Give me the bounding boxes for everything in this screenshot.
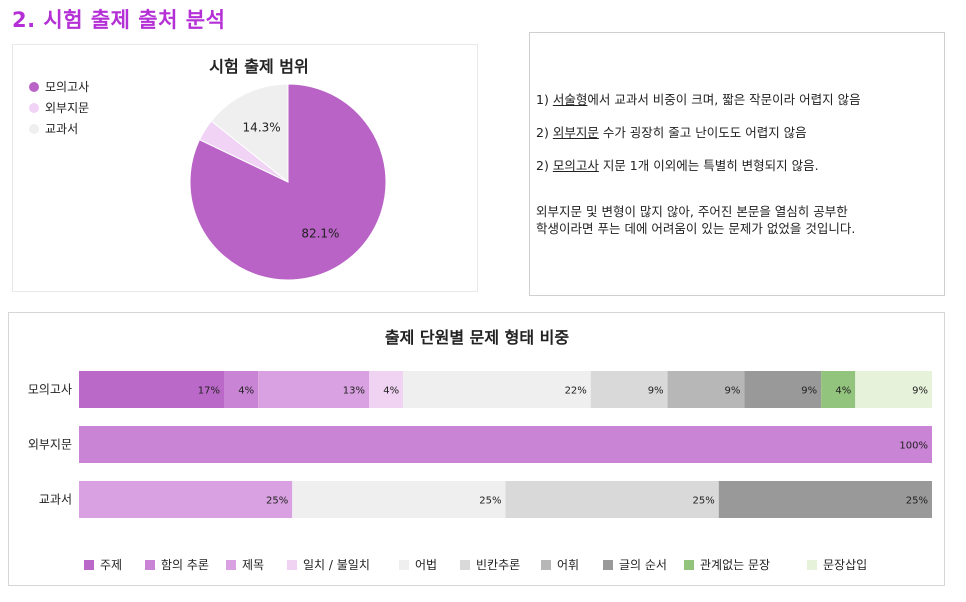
- pie-data-label-2: 14.3%: [243, 120, 281, 134]
- note-3-text: 지문 1개 이외에는 특별히 변형되지 않음.: [598, 158, 819, 173]
- bar-data-label-0-7: 9%: [801, 386, 817, 397]
- bar-category-label-2: 교과서: [39, 493, 72, 507]
- bar-legend-swatch-0: [84, 560, 94, 570]
- bar-legend-label-2: 제목: [242, 558, 264, 572]
- bar-segment-2-5: [505, 481, 719, 518]
- bar-legend-label-1: 함의 추론: [161, 558, 209, 572]
- bar-data-label-0-6: 9%: [724, 386, 740, 397]
- summary-line-2: 학생이라면 푸는 데에 어려움이 있는 문제가 없었을 것입니다.: [536, 221, 856, 236]
- bar-segment-0-5: [590, 371, 668, 408]
- bar-segment-0-8: [821, 371, 856, 408]
- bar-data-label-0-4: 22%: [565, 386, 587, 397]
- bar-data-label-0-8: 4%: [835, 386, 851, 397]
- bar-segment-0-0: [79, 371, 225, 408]
- bar-segment-0-7: [744, 371, 822, 408]
- bar-segment-0-2: [258, 371, 370, 408]
- bar-segment-2-7: [718, 481, 932, 518]
- bar-data-label-0-2: 13%: [343, 386, 365, 397]
- note-1-keyword: 서술형: [552, 92, 588, 107]
- bar-legend-swatch-3: [287, 560, 297, 570]
- bar-data-label-1-1: 100%: [899, 441, 928, 452]
- summary-line-1: 외부지문 및 변형이 많지 않아, 주어진 본문을 열심히 공부한: [536, 204, 848, 219]
- bar-category-label-1: 외부지문: [28, 438, 72, 452]
- bar-category-label-0: 모의고사: [28, 383, 72, 397]
- bar-data-label-0-0: 17%: [198, 386, 220, 397]
- bar-legend-label-0: 주제: [100, 558, 122, 572]
- note-3: 2) 모의고사 지문 1개 이외에는 특별히 변형되지 않음.: [536, 155, 819, 174]
- bar-legend-swatch-9: [807, 560, 817, 570]
- bar-data-label-0-1: 4%: [238, 386, 254, 397]
- pie-legend-swatch-1: [29, 103, 39, 113]
- bar-segment-1-1: [79, 426, 932, 463]
- bar-legend-swatch-2: [226, 560, 236, 570]
- bar-chart-title: 출제 단원별 문제 형태 비중: [385, 328, 569, 347]
- bar-data-label-2-2: 25%: [266, 496, 288, 507]
- bar-data-label-2-7: 25%: [906, 496, 928, 507]
- bar-legend-label-6: 어휘: [557, 558, 579, 572]
- note-2-number: 2): [536, 125, 549, 140]
- bar-data-label-2-4: 25%: [479, 496, 501, 507]
- note-3-keyword: 모의고사: [552, 158, 599, 173]
- bar-legend-label-9: 문장삽입: [823, 558, 867, 572]
- pie-legend-swatch-0: [29, 82, 39, 92]
- bar-segment-0-1: [224, 371, 259, 408]
- page-heading: 2. 시험 출제 출처 분석: [12, 8, 226, 32]
- bar-segment-0-9: [855, 371, 932, 408]
- bar-segment-2-2: [79, 481, 293, 518]
- summary-text: 외부지문 및 변형이 많지 않아, 주어진 본문을 열심히 공부한 학생이라면 …: [536, 203, 855, 237]
- bar-legend-label-7: 글의 순서: [619, 558, 667, 572]
- bar-legend-swatch-8: [684, 560, 694, 570]
- bar-legend-swatch-7: [603, 560, 613, 570]
- pie-title: 시험 출제 범위: [209, 57, 308, 76]
- bar-data-label-0-3: 4%: [383, 386, 399, 397]
- bar-data-label-0-9: 9%: [912, 386, 928, 397]
- bar-legend-label-8: 관계없는 문장: [700, 558, 770, 572]
- note-2-text: 수가 굉장히 줄고 난이도도 어렵지 않음: [598, 125, 807, 140]
- bar-legend-swatch-6: [541, 560, 551, 570]
- bar-data-label-2-5: 25%: [693, 496, 715, 507]
- pie-legend-swatch-2: [29, 124, 39, 134]
- pie-data-label-0: 82.1%: [301, 226, 339, 240]
- note-2-keyword: 외부지문: [552, 125, 599, 140]
- bar-segment-0-6: [667, 371, 745, 408]
- bar-legend-swatch-5: [460, 560, 470, 570]
- note-3-number: 2): [536, 158, 549, 173]
- bar-legend-label-5: 빈칸추론: [476, 558, 520, 572]
- bar-segment-0-3: [369, 371, 404, 408]
- bar-legend-swatch-4: [399, 560, 409, 570]
- notes-panel: 1) 서술형에서 교과서 비중이 크며, 짧은 작문이라 어렵지 않음 2) 외…: [529, 32, 945, 296]
- pie-slice-2: [210, 83, 289, 184]
- note-2: 2) 외부지문 수가 굉장히 줄고 난이도도 어렵지 않음: [536, 122, 807, 141]
- pie-legend-label-0: 모의고사: [45, 80, 89, 94]
- bar-segment-0-4: [403, 371, 591, 408]
- bar-legend-label-3: 일치 / 불일치: [303, 558, 370, 572]
- note-1: 1) 서술형에서 교과서 비중이 크며, 짧은 작문이라 어렵지 않음: [536, 89, 861, 108]
- note-1-text: 에서 교과서 비중이 크며, 짧은 작문이라 어렵지 않음: [587, 92, 861, 107]
- pie-legend-label-1: 외부지문: [45, 101, 89, 115]
- note-1-number: 1): [536, 92, 549, 107]
- bar-data-label-0-5: 9%: [648, 386, 664, 397]
- bar-legend-label-4: 어법: [415, 558, 437, 572]
- bar-segment-2-4: [292, 481, 506, 518]
- bar-legend-swatch-1: [145, 560, 155, 570]
- pie-legend-label-2: 교과서: [45, 122, 78, 136]
